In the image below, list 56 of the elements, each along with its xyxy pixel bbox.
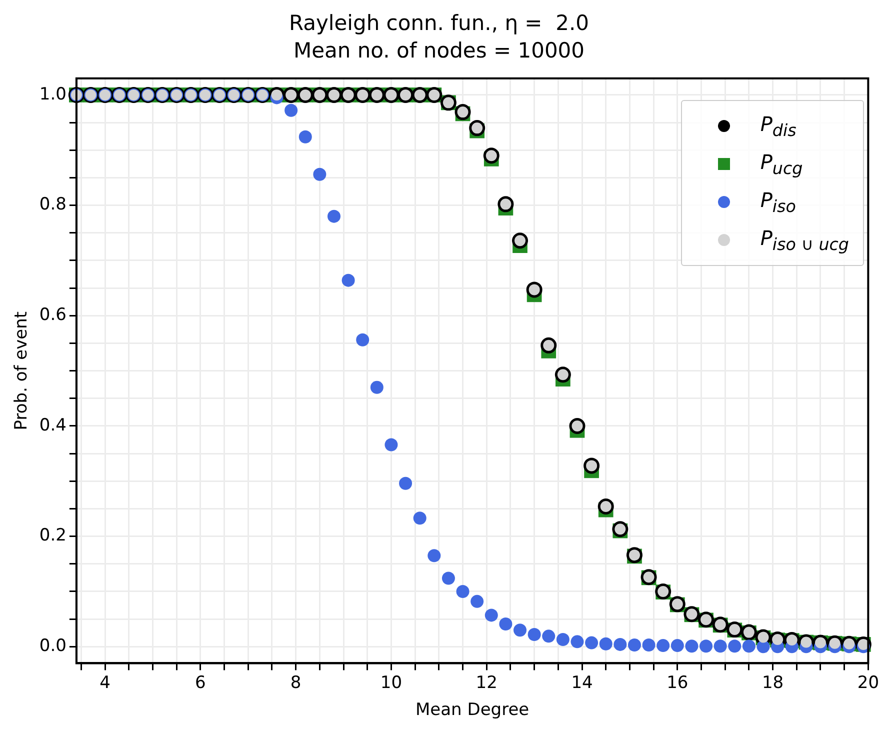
y-tick-label: 0.8 <box>39 194 66 215</box>
point <box>700 640 713 653</box>
point <box>327 210 340 223</box>
legend-label: P$_{iso ∪ ucg}$ <box>760 226 849 254</box>
y-tick-label: 0.0 <box>39 636 66 656</box>
point <box>570 635 584 648</box>
x-tick-label: 4 <box>100 672 110 693</box>
point <box>342 274 355 287</box>
point <box>742 640 756 653</box>
point <box>370 380 384 394</box>
point <box>442 572 455 585</box>
point <box>628 638 641 652</box>
legend-label: P$_{dis}$ <box>760 112 796 140</box>
point <box>542 630 556 643</box>
x-tick-label: 16 <box>666 672 688 693</box>
point <box>499 618 512 631</box>
point <box>413 512 426 525</box>
legend-label: P$_{iso}$ <box>760 188 796 216</box>
y-axis-title: Prob. of event <box>12 311 32 430</box>
point <box>356 333 370 346</box>
y-tick-label: 0.4 <box>39 415 66 436</box>
point <box>313 168 326 181</box>
y-tick-label: 0.6 <box>39 305 66 326</box>
point <box>728 640 742 653</box>
x-tick-label: 18 <box>762 672 784 693</box>
x-tick-label: 6 <box>195 672 206 693</box>
point <box>656 639 670 652</box>
point <box>556 632 570 646</box>
point <box>642 638 656 652</box>
point <box>585 636 598 650</box>
point <box>484 608 498 622</box>
y-tick-label: 0.2 <box>39 526 66 546</box>
point <box>528 628 541 642</box>
point <box>714 640 727 653</box>
chart-subtitle: Mean no. of nodes = 10000 <box>293 38 585 62</box>
point <box>456 584 470 598</box>
x-tick-label: 12 <box>476 672 498 693</box>
point <box>614 638 627 651</box>
point <box>284 104 298 117</box>
x-tick-label: 14 <box>571 672 593 693</box>
point <box>685 640 698 653</box>
y-tick-label: 1.0 <box>39 84 66 104</box>
point <box>514 624 527 637</box>
x-tick-label: 8 <box>290 672 302 693</box>
x-tick-label: 10 <box>380 672 402 693</box>
point <box>470 594 484 608</box>
legend-label: P$_{ucg}$ <box>760 150 803 178</box>
x-tick-label: 20 <box>857 672 880 693</box>
point <box>670 639 684 652</box>
point <box>399 476 412 490</box>
point <box>428 549 441 562</box>
chart-title: Rayleigh conn. fun., η = 2.0 <box>288 11 590 36</box>
x-axis-title: Mean Degree <box>416 700 530 720</box>
point <box>384 438 398 452</box>
point <box>599 637 612 650</box>
point <box>298 130 312 144</box>
